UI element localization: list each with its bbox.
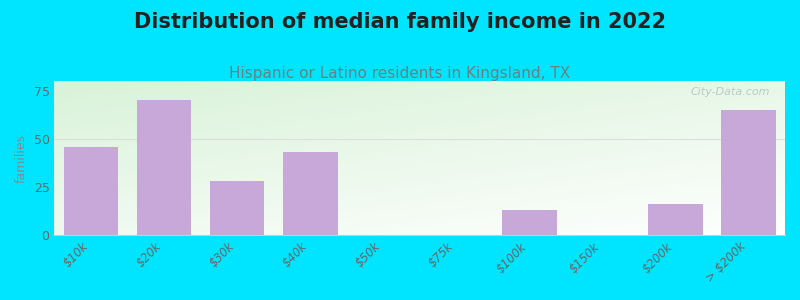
Text: Hispanic or Latino residents in Kingsland, TX: Hispanic or Latino residents in Kingslan… bbox=[230, 66, 570, 81]
Bar bbox=[502, 210, 557, 235]
Bar bbox=[721, 110, 776, 235]
Bar bbox=[648, 205, 703, 235]
Text: Distribution of median family income in 2022: Distribution of median family income in … bbox=[134, 12, 666, 32]
Bar bbox=[282, 152, 338, 235]
Bar bbox=[210, 181, 265, 235]
Bar bbox=[63, 147, 118, 235]
Y-axis label: families: families bbox=[15, 134, 28, 183]
Text: City-Data.com: City-Data.com bbox=[691, 87, 770, 97]
Bar bbox=[137, 100, 191, 235]
